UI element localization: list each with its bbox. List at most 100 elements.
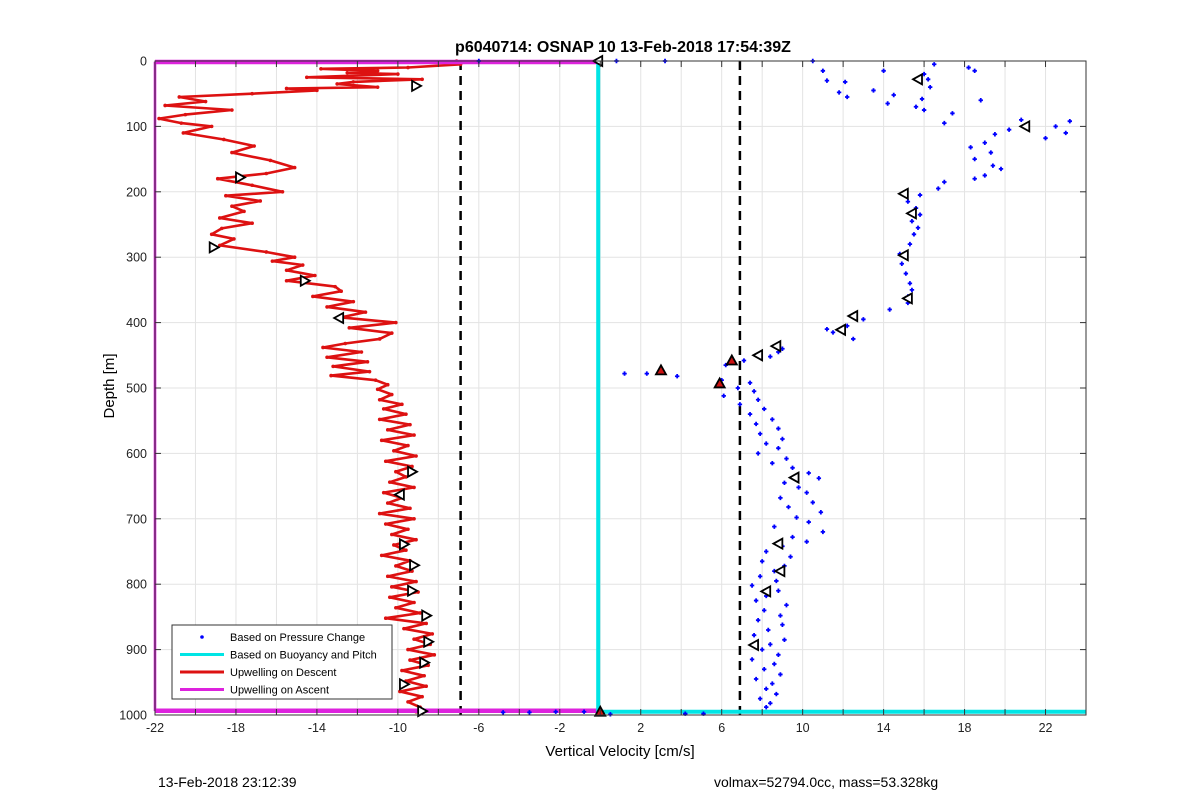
descent-point [375,85,380,89]
pressure-marker [773,564,786,578]
descent-point [389,392,394,397]
descent-point [406,527,410,532]
pressure-marker [911,72,923,86]
descent-point [183,112,188,117]
pressure-point [764,704,769,710]
descent-point [203,99,208,104]
footer-timestamp: 13-Feb-2018 23:12:39 [158,774,297,790]
descent-point [250,221,254,225]
pressure-point [768,701,773,706]
descent-marker [407,584,419,598]
descent-point [406,65,410,70]
descent-marker [417,704,430,718]
descent-point [230,204,234,208]
pressure-point [909,287,915,293]
grid-lines [154,60,1086,716]
pressure-point [907,241,913,247]
x-tick-label: -14 [308,721,326,735]
descent-marker [208,240,221,254]
descent-point [385,428,390,432]
pressure-point [820,68,826,74]
pressure-marker [834,323,847,337]
pressure-point [759,647,765,652]
pressure-marker [751,348,764,362]
pressure-point [751,389,757,394]
pressure-point [772,661,777,667]
pressure-point [757,696,763,701]
descent-point [280,190,285,194]
descent-point [381,407,386,411]
pressure-point [757,574,763,579]
descent-point [408,658,412,662]
descent-point [331,364,335,369]
descent-point [321,345,325,350]
pressure-point [755,617,761,623]
descent-point [224,193,228,198]
pressure-point [753,598,759,603]
descent-point [387,480,392,484]
pressure-marker [787,471,800,485]
threshold-lines [459,61,742,715]
pressure-point [927,84,933,90]
pressure-point [622,371,627,376]
pressure-point [764,686,769,692]
descent-point [325,355,329,360]
pressure-point [774,691,779,697]
y-tick-label: 100 [126,120,147,134]
x-tick-label: 18 [958,721,972,735]
descent-point [412,637,416,641]
pressure-point [810,500,815,505]
pressure-point [780,436,785,442]
descent-marker [393,488,405,502]
pressure-point [782,480,787,486]
descent-point [250,183,254,188]
descent-point [402,626,406,631]
pressure-point [761,608,767,613]
descent-point [373,378,378,382]
descent-point [385,501,390,505]
pressure-point [755,397,761,402]
descent-point [209,232,214,237]
x-axis-label: Vertical Velocity [cm/s] [545,743,694,760]
pressure-point [942,120,947,126]
descent-marker [399,677,411,691]
descent-point [242,209,246,214]
pressure-point [804,539,809,544]
pressure-point [891,92,896,98]
pressure-point [788,554,793,559]
descent-point [264,250,269,254]
descent-point [400,668,404,673]
descent-point [383,522,388,526]
x-tick-label: 10 [796,721,810,735]
pressure-point [903,271,909,276]
pressure-point [968,145,973,150]
pressure-point [915,225,921,230]
descent-point [177,95,182,99]
descent-marker [235,170,247,184]
descent-point [379,553,384,558]
descent-point [389,532,394,537]
pressure-point [721,393,726,399]
descent-point [375,69,380,73]
pressure-point [1053,124,1058,129]
legend-box [171,624,393,700]
descent-marker [421,609,434,623]
pressure-point [776,652,781,658]
series-layer [153,58,1086,717]
descent-point [315,88,319,93]
descent-point [351,80,356,84]
descent-point [424,684,429,689]
descent-point [396,72,400,76]
descent-point [394,564,398,568]
axes-frame [154,60,1087,716]
descent-point [377,397,382,402]
pressure-point [990,163,996,168]
pressure-point [759,559,765,564]
x-tick-label: -18 [227,721,245,735]
y-tick-label: 900 [126,643,147,657]
y-tick-labels: 0 100 200 300 400 500 600 700 800 900 1000 [119,55,147,723]
pressure-point [1019,117,1024,123]
descent-point [412,517,416,521]
pressure-point [770,681,775,686]
descent-point [365,360,370,364]
